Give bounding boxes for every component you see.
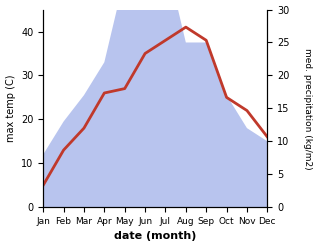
Y-axis label: max temp (C): max temp (C) (5, 75, 16, 142)
X-axis label: date (month): date (month) (114, 231, 197, 242)
Y-axis label: med. precipitation (kg/m2): med. precipitation (kg/m2) (303, 48, 313, 169)
